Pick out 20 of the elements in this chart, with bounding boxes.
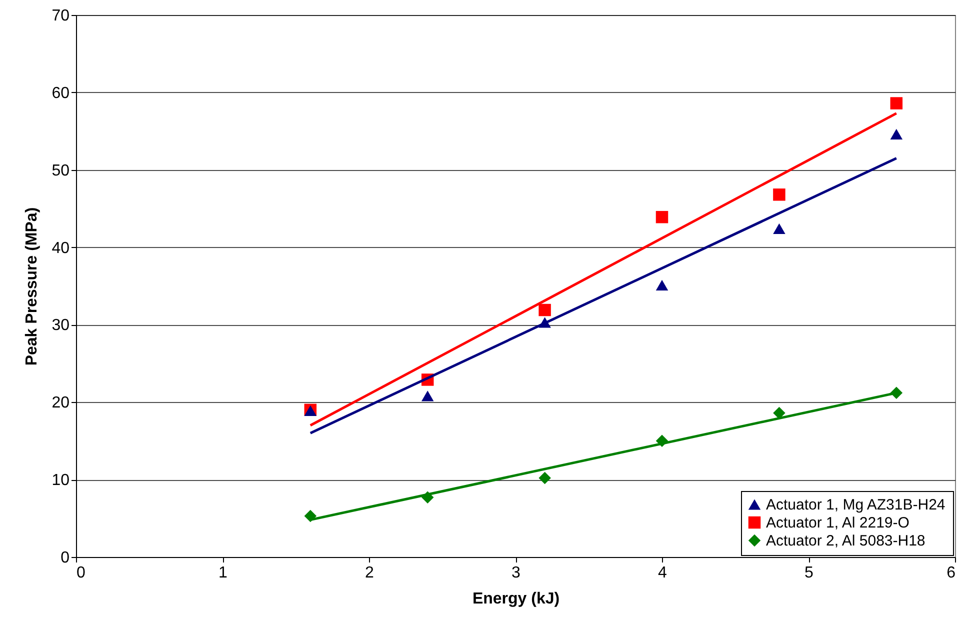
y-tick-label: 40: [52, 240, 70, 257]
y-tick-label: 60: [52, 84, 70, 102]
y-tick-label: 50: [52, 162, 70, 180]
y-tick-label: 70: [52, 8, 70, 24]
x-tick-label: 1: [218, 564, 228, 582]
y-tick-label: 10: [52, 472, 70, 490]
x-tick-label: 0: [76, 564, 86, 582]
x-tick-label: 2: [365, 564, 374, 582]
y-tick-label: 30: [52, 317, 70, 334]
legend-label: Actuator 1, Al 2219-O: [766, 514, 910, 532]
x-tick-label: 5: [804, 564, 814, 582]
legend-label: Actuator 1, Mg AZ31B-H24: [766, 496, 946, 514]
x-axis-title: Energy (kJ): [472, 590, 560, 608]
y-tick-label: 20: [52, 394, 70, 412]
x-tick-label: 3: [512, 564, 521, 582]
legend-label: Actuator 2, Al 5083-H18: [766, 532, 926, 550]
x-tick-label: 6: [946, 564, 956, 582]
y-tick-label: 0: [60, 550, 70, 566]
y-axis-title: Peak Pressure (MPa): [24, 207, 41, 366]
x-tick-label: 4: [658, 564, 668, 582]
